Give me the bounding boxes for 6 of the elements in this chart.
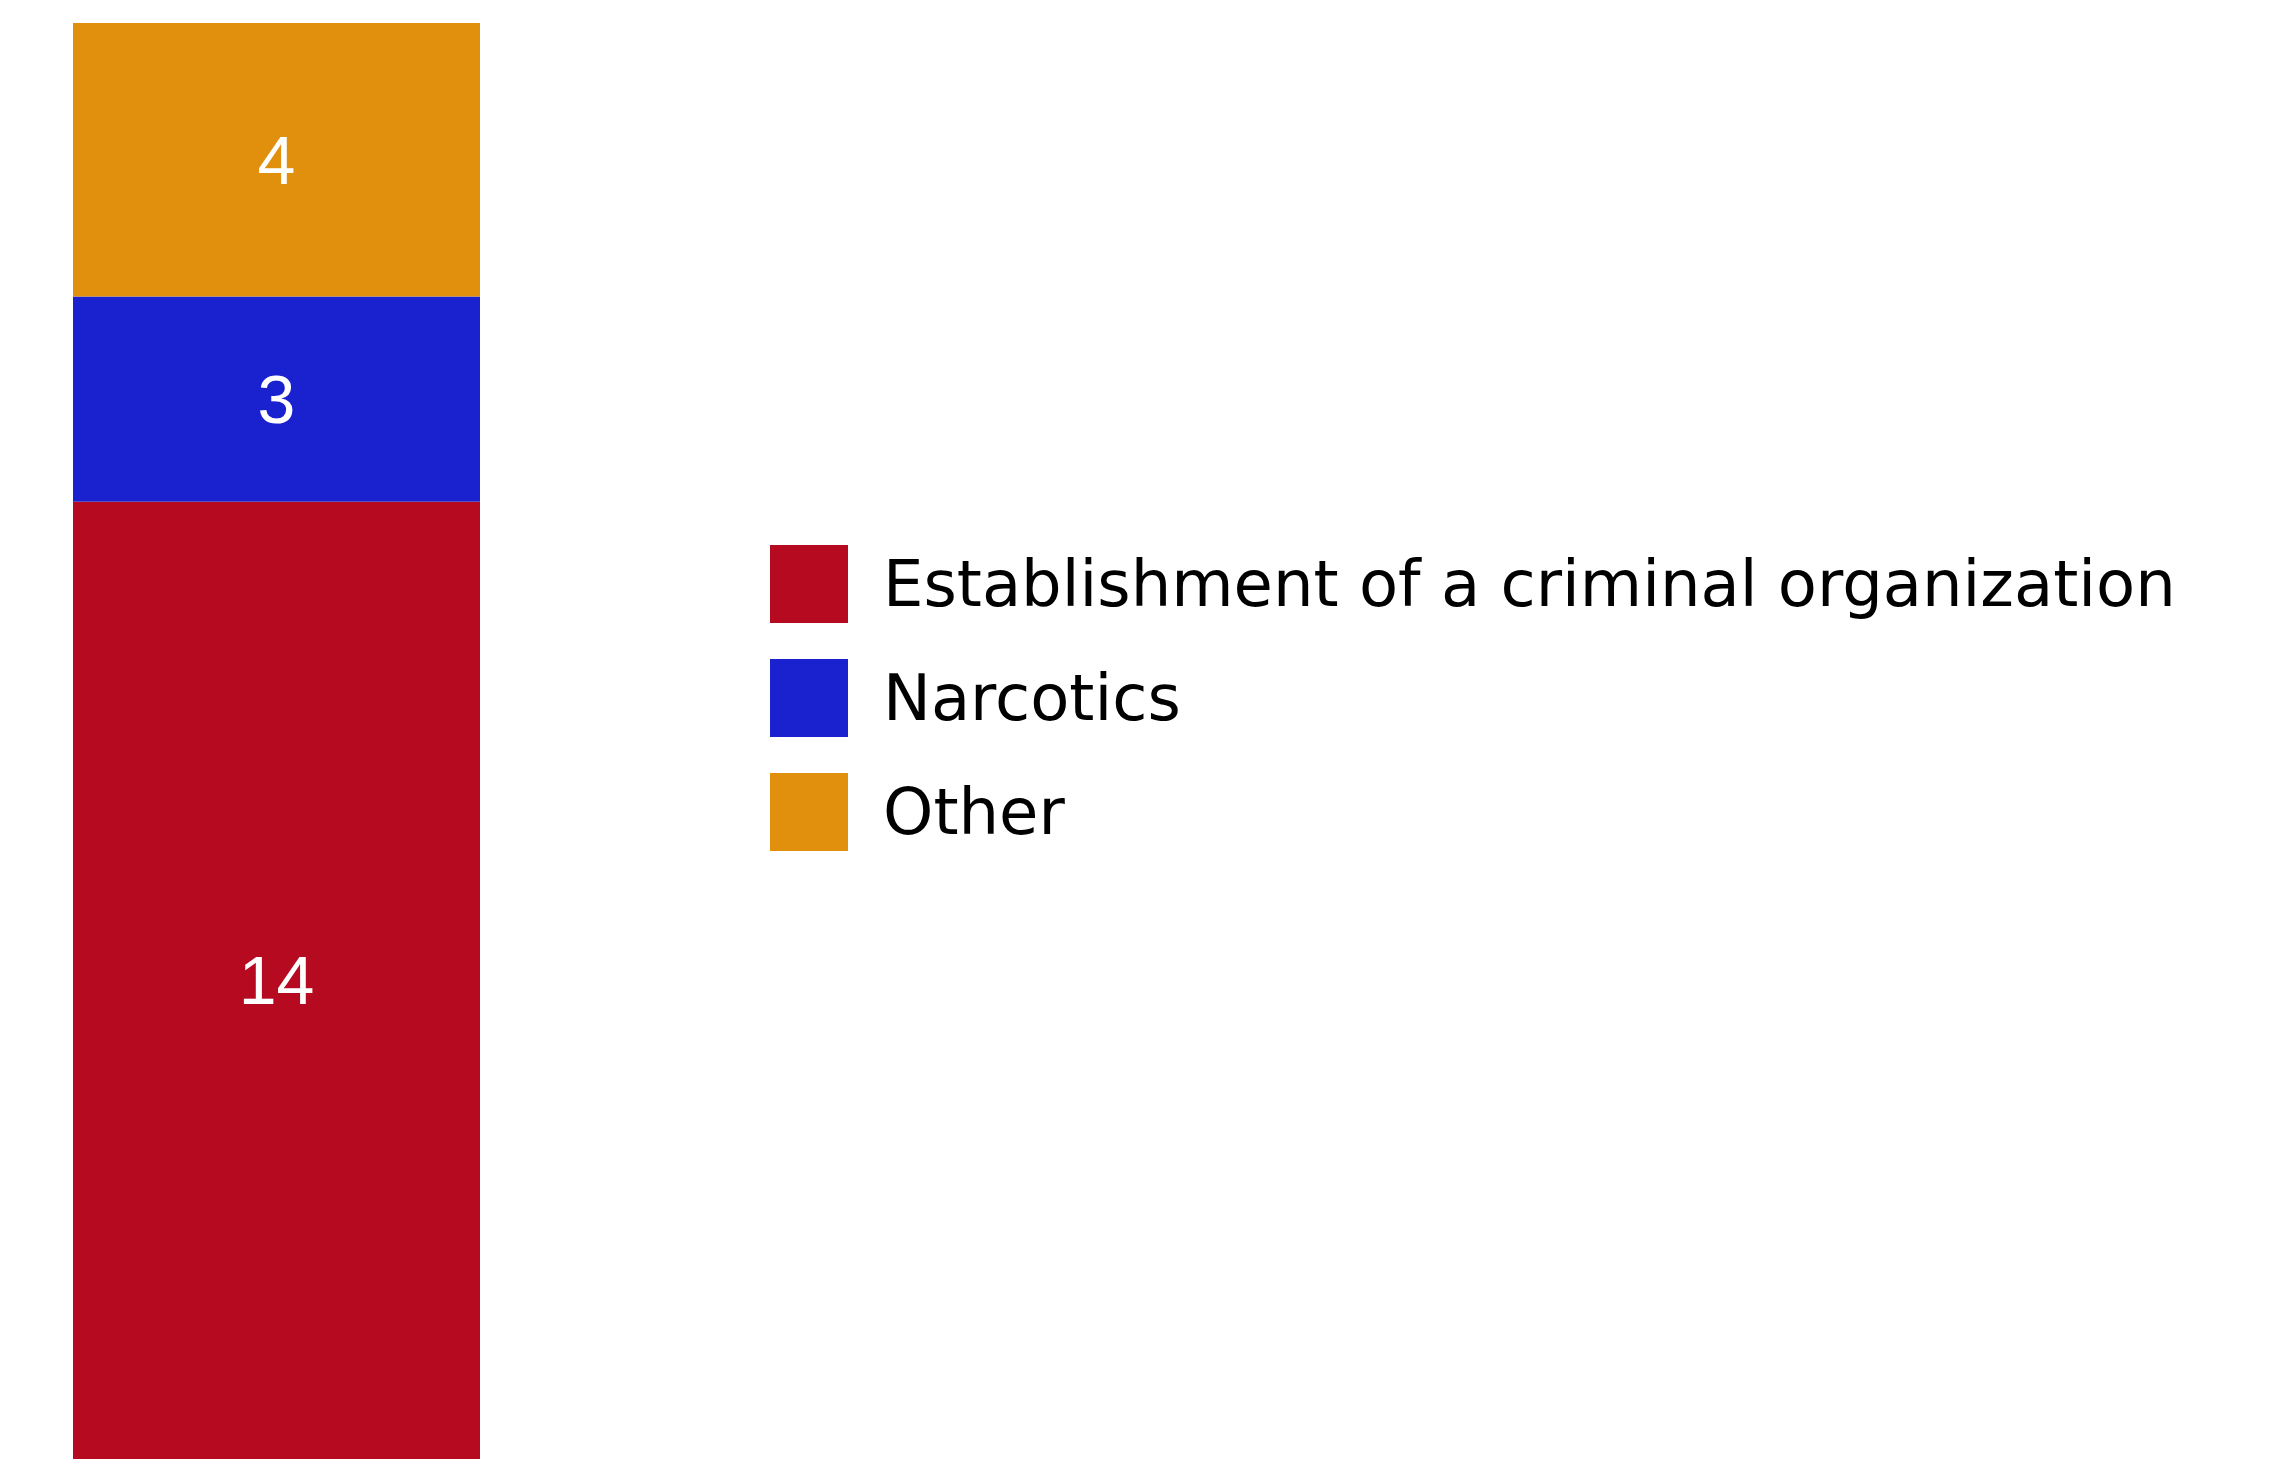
data-label: 14 — [238, 942, 315, 1019]
legend-label: Other — [883, 775, 1066, 849]
data-label: 3 — [257, 361, 296, 438]
legend-label: Narcotics — [883, 661, 1181, 735]
legend-label: Establishment of a criminal organization — [883, 547, 2176, 621]
data-label: 4 — [257, 121, 296, 198]
